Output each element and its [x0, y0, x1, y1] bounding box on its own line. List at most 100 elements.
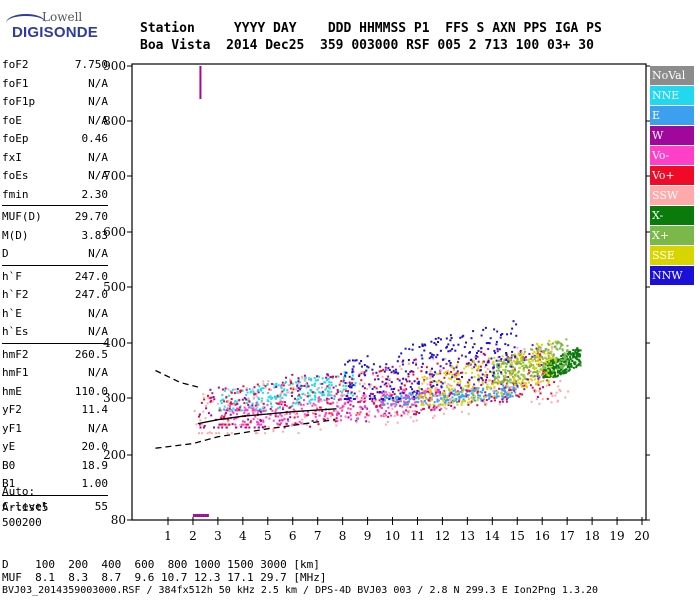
profile-dashed-left — [155, 369, 199, 388]
echo-point — [567, 353, 570, 356]
echo-point — [362, 394, 365, 397]
echo-point — [547, 365, 550, 368]
echo-point — [220, 402, 223, 404]
echo-point — [215, 432, 218, 435]
echo-point — [462, 398, 465, 401]
echo-point — [309, 394, 311, 397]
echo-point — [275, 396, 278, 399]
echo-point — [456, 378, 458, 381]
echo-point — [303, 384, 306, 387]
echo-point — [371, 393, 374, 395]
echo-point — [442, 412, 445, 415]
echo-point — [496, 347, 499, 350]
echo-point — [574, 361, 577, 364]
x-tick-label: 18 — [584, 529, 599, 543]
echo-point — [541, 367, 543, 370]
echo-point — [313, 394, 316, 397]
echo-point — [252, 407, 255, 410]
echo-point — [378, 399, 381, 402]
echo-point — [546, 397, 549, 400]
param-row-h-f: h`F 247.0 — [2, 268, 108, 287]
echo-point — [529, 370, 532, 373]
echo-point — [387, 406, 390, 409]
echo-point — [502, 389, 505, 391]
echo-point — [507, 369, 509, 372]
echo-point — [538, 375, 541, 378]
echo-point — [314, 413, 317, 416]
param-name: fmin — [2, 187, 29, 201]
echo-point — [551, 395, 554, 397]
echo-point — [507, 344, 510, 347]
echo-point — [451, 399, 454, 402]
echo-point — [481, 399, 484, 402]
echo-point — [547, 382, 550, 385]
echo-point — [536, 343, 539, 345]
echo-point — [503, 379, 506, 381]
echo-point — [269, 414, 272, 416]
echo-point — [549, 362, 552, 365]
echo-point — [409, 386, 412, 388]
echo-point — [296, 401, 299, 404]
echo-point — [515, 383, 518, 386]
echo-point — [560, 342, 563, 345]
echo-point — [481, 373, 484, 376]
echo-point — [281, 390, 284, 393]
echo-point — [546, 374, 549, 377]
echo-point — [576, 347, 579, 350]
echo-point — [519, 377, 522, 380]
echo-point — [384, 396, 387, 398]
param-row-hmf1: hmF1 N/A — [2, 364, 108, 383]
echo-point — [452, 389, 455, 392]
footer-muf-row: MUF 8.1 8.3 8.7 9.6 10.7 12.3 17.1 29.7 … — [2, 571, 327, 584]
echo-point — [325, 412, 328, 414]
echo-point — [510, 365, 513, 368]
echo-point — [501, 380, 504, 383]
echo-point — [433, 380, 436, 383]
echo-point — [401, 405, 404, 408]
echo-point — [501, 390, 503, 393]
echo-point — [538, 362, 541, 365]
echo-point — [482, 398, 485, 401]
echo-point — [364, 374, 367, 377]
echo-point — [493, 328, 496, 331]
echo-point — [414, 410, 417, 413]
echo-point — [548, 374, 551, 377]
echo-point — [420, 394, 422, 396]
echo-point — [434, 391, 437, 394]
echo-point — [504, 372, 507, 375]
echo-point — [537, 360, 540, 363]
echo-point — [309, 389, 312, 392]
echo-point — [533, 368, 536, 371]
echo-point — [516, 386, 519, 389]
echo-point — [562, 365, 564, 368]
echo-point — [321, 386, 323, 389]
echo-point — [537, 383, 540, 386]
echo-point — [237, 391, 240, 394]
param-name: yF1 — [2, 421, 22, 435]
echo-point — [440, 407, 443, 410]
echo-point — [421, 345, 424, 347]
echo-point — [335, 392, 338, 395]
echo-point — [199, 426, 202, 429]
echo-point — [537, 380, 540, 383]
legend-item-vo-: Vo- — [650, 146, 694, 165]
echo-point — [435, 343, 438, 346]
echo-point — [213, 426, 215, 429]
echo-point — [346, 360, 349, 363]
echo-point — [414, 401, 417, 404]
echo-point — [431, 356, 434, 359]
echo-point — [515, 372, 518, 375]
legend-item-e: E — [650, 106, 694, 125]
echo-point — [347, 390, 350, 393]
echo-point — [531, 355, 534, 358]
echo-point — [483, 401, 486, 404]
echo-point — [296, 423, 299, 425]
echo-point — [351, 383, 354, 386]
echo-point — [494, 399, 496, 402]
param-name: hmF2 — [2, 347, 29, 361]
echo-point — [576, 358, 579, 361]
echo-point — [205, 407, 208, 410]
echo-point — [458, 384, 461, 387]
param-name: h`F2 — [2, 288, 29, 301]
echo-point — [326, 417, 329, 420]
